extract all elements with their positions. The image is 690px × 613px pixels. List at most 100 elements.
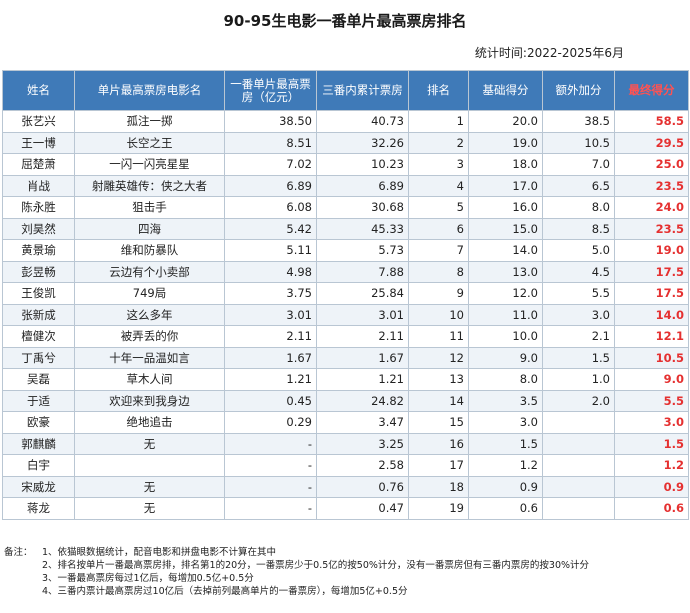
cell-film: 云边有个小卖部 xyxy=(74,260,225,283)
cell-top-box-office: 6.89 xyxy=(224,174,317,197)
cell-film: 绝地追击 xyxy=(74,411,225,434)
cell-rank: 5 xyxy=(408,196,469,219)
cell-base-score: 9.0 xyxy=(468,346,543,369)
note-row: 4、三番内票计最高票房过10亿后（去掉前列最高单片的一番票房），每增加5亿+0.… xyxy=(4,585,688,598)
cell-name: 欧豪 xyxy=(2,411,75,434)
cell-final-score: 1.2 xyxy=(614,454,689,477)
cell-base-score: 16.0 xyxy=(468,196,543,219)
cell-base-score: 15.0 xyxy=(468,217,543,240)
table-row: 张艺兴 孤注一掷 38.50 40.73 1 20.0 38.5 58.5 xyxy=(2,110,689,133)
note-row: 3、一番最高票房每过1亿后，每增加0.5亿+0.5分 xyxy=(4,572,688,585)
cell-cumulative-box-office: 7.88 xyxy=(316,260,409,283)
cell-final-score: 1.5 xyxy=(614,432,689,455)
table-row: 肖战 射雕英雄传：侠之大者 6.89 6.89 4 17.0 6.5 23.5 xyxy=(2,174,689,197)
table-row: 张新成 这么多年 3.01 3.01 10 11.0 3.0 14.0 xyxy=(2,303,689,326)
cell-top-box-office: 0.29 xyxy=(224,411,317,434)
cell-cumulative-box-office: 2.58 xyxy=(316,454,409,477)
cell-final-score: 10.5 xyxy=(614,346,689,369)
cell-rank: 13 xyxy=(408,368,469,391)
note-row: 备注： 1、依猫眼数据统计，配音电影和拼盘电影不计算在其中 xyxy=(4,546,688,559)
cell-name: 张新成 xyxy=(2,303,75,326)
cell-top-box-office: 5.42 xyxy=(224,217,317,240)
cell-cumulative-box-office: 30.68 xyxy=(316,196,409,219)
cell-film: 十年一品温如言 xyxy=(74,346,225,369)
table-header-row: 姓名 单片最高票房电影名 一番单片最高票房（亿元） 三番内累计票房 排名 基础得… xyxy=(2,70,689,111)
cell-name: 刘昊然 xyxy=(2,217,75,240)
cell-rank: 8 xyxy=(408,260,469,283)
cell-top-box-office: 3.01 xyxy=(224,303,317,326)
table-row: 欧豪 绝地追击 0.29 3.47 15 3.0 3.0 xyxy=(2,411,689,434)
cell-top-box-office: - xyxy=(224,475,317,498)
cell-base-score: 0.6 xyxy=(468,497,543,520)
table-row: 郭麒麟无 -3.25 16 1.5 1.5 xyxy=(2,432,689,455)
cell-film: 无 xyxy=(74,475,225,498)
cell-rank: 4 xyxy=(408,174,469,197)
cell-film: 长空之王 xyxy=(74,131,225,154)
header-base-score: 基础得分 xyxy=(468,70,543,111)
cell-top-box-office: 6.08 xyxy=(224,196,317,219)
cell-top-box-office: 1.67 xyxy=(224,346,317,369)
table-row: 王一博 长空之王 8.51 32.26 2 19.0 10.5 29.5 xyxy=(2,131,689,154)
cell-final-score: 17.5 xyxy=(614,260,689,283)
cell-base-score: 11.0 xyxy=(468,303,543,326)
cell-base-score: 12.0 xyxy=(468,282,543,305)
cell-extra-score: 7.0 xyxy=(542,153,615,176)
cell-extra-score: 2.1 xyxy=(542,325,615,348)
cell-rank: 19 xyxy=(408,497,469,520)
table-row: 檀健次 被弄丢的你 2.11 2.11 11 10.0 2.1 12.1 xyxy=(2,325,689,348)
cell-top-box-office: 5.11 xyxy=(224,239,317,262)
cell-base-score: 18.0 xyxy=(468,153,543,176)
cell-name: 宋威龙 xyxy=(2,475,75,498)
cell-final-score: 23.5 xyxy=(614,217,689,240)
cell-rank: 14 xyxy=(408,389,469,412)
cell-base-score: 8.0 xyxy=(468,368,543,391)
cell-cumulative-box-office: 40.73 xyxy=(316,110,409,133)
cell-base-score: 1.2 xyxy=(468,454,543,477)
cell-film: 欢迎来到我身边 xyxy=(74,389,225,412)
cell-extra-score: 8.0 xyxy=(542,196,615,219)
cell-name: 屈楚萧 xyxy=(2,153,75,176)
cell-film: 无 xyxy=(74,432,225,455)
cell-top-box-office: - xyxy=(224,454,317,477)
header-top-box-office: 一番单片最高票房（亿元） xyxy=(224,70,317,111)
header-final-score: 最终得分 xyxy=(614,70,689,111)
cell-cumulative-box-office: 45.33 xyxy=(316,217,409,240)
cell-top-box-office: 8.51 xyxy=(224,131,317,154)
cell-top-box-office: 3.75 xyxy=(224,282,317,305)
cell-cumulative-box-office: 5.73 xyxy=(316,239,409,262)
cell-cumulative-box-office: 3.47 xyxy=(316,411,409,434)
cell-rank: 12 xyxy=(408,346,469,369)
table-row: 黄景瑜 维和防暴队 5.11 5.73 7 14.0 5.0 19.0 xyxy=(2,239,689,262)
cell-film: 749局 xyxy=(74,282,225,305)
note-item: 2、排名按单片一番最高票房排，排名第1的20分，一番票房少于0.5亿的按50%计… xyxy=(42,560,590,571)
cell-top-box-office: 38.50 xyxy=(224,110,317,133)
cell-extra-score xyxy=(542,497,615,520)
cell-rank: 2 xyxy=(408,131,469,154)
cell-rank: 9 xyxy=(408,282,469,305)
cell-final-score: 58.5 xyxy=(614,110,689,133)
cell-base-score: 3.5 xyxy=(468,389,543,412)
table-row: 白宇 -2.58 17 1.2 1.2 xyxy=(2,454,689,477)
table-row: 丁禹兮 十年一品温如言 1.67 1.67 12 9.0 1.5 10.5 xyxy=(2,346,689,369)
cell-cumulative-box-office: 25.84 xyxy=(316,282,409,305)
cell-film: 孤注一掷 xyxy=(74,110,225,133)
cell-cumulative-box-office: 10.23 xyxy=(316,153,409,176)
cell-cumulative-box-office: 0.76 xyxy=(316,475,409,498)
cell-top-box-office: 0.45 xyxy=(224,389,317,412)
cell-cumulative-box-office: 24.82 xyxy=(316,389,409,412)
notes-label: 备注： xyxy=(4,547,33,558)
cell-extra-score: 38.5 xyxy=(542,110,615,133)
cell-base-score: 13.0 xyxy=(468,260,543,283)
header-name: 姓名 xyxy=(2,70,75,111)
cell-film: 维和防暴队 xyxy=(74,239,225,262)
cell-base-score: 20.0 xyxy=(468,110,543,133)
table-row: 陈永胜 狙击手 6.08 30.68 5 16.0 8.0 24.0 xyxy=(2,196,689,219)
stat-time: 统计时间:2022-2025年6月 xyxy=(474,46,624,60)
cell-extra-score: 2.0 xyxy=(542,389,615,412)
cell-extra-score: 5.0 xyxy=(542,239,615,262)
table-row: 刘昊然 四海 5.42 45.33 6 15.0 8.5 23.5 xyxy=(2,217,689,240)
page-title: 90-95生电影一番单片最高票房排名 xyxy=(223,12,467,30)
cell-film: 射雕英雄传：侠之大者 xyxy=(74,174,225,197)
cell-final-score: 0.9 xyxy=(614,475,689,498)
cell-name: 彭昱畅 xyxy=(2,260,75,283)
